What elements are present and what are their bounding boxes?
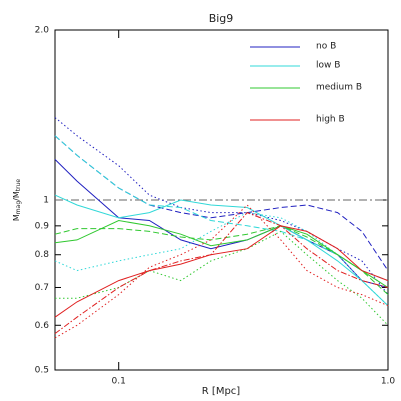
y-tick-label: 2.0 [35,26,50,36]
series-line [54,225,389,295]
y-label-part: mag [15,201,22,215]
series-line [54,212,389,335]
y-label-part: true [15,179,22,192]
legend-label: high B [316,115,345,125]
y-tick-label: 0.5 [35,366,49,376]
y-tick-label: 0.8 [35,250,50,260]
legend-label: low B [316,61,340,71]
y-label-part: /M [12,191,21,201]
chart-title: Big9 [209,12,234,25]
series-line [54,135,389,282]
series-line [54,117,389,295]
series-line [54,219,389,288]
y-label-part: M [12,214,21,221]
y-tick-label: 0.6 [35,321,50,331]
y-axis-label: Mmag/Mtrue [12,179,22,221]
y-tick-label: 0.7 [35,283,49,293]
series-line [54,225,389,318]
x-tick-label: 0.1 [112,377,126,387]
y-tick-label: 1 [43,196,49,206]
legend-label: no B [316,42,336,52]
series-line [54,204,389,339]
series-line [54,212,389,307]
legend-label: medium B [316,83,362,93]
series-line [54,135,389,271]
series-line [54,194,389,307]
series-line [54,159,389,288]
x-tick-label: 1.0 [381,377,396,387]
y-tick-label: 0.9 [35,221,50,231]
x-axis-label: R [Mpc] [202,386,241,397]
series-line [55,230,389,326]
